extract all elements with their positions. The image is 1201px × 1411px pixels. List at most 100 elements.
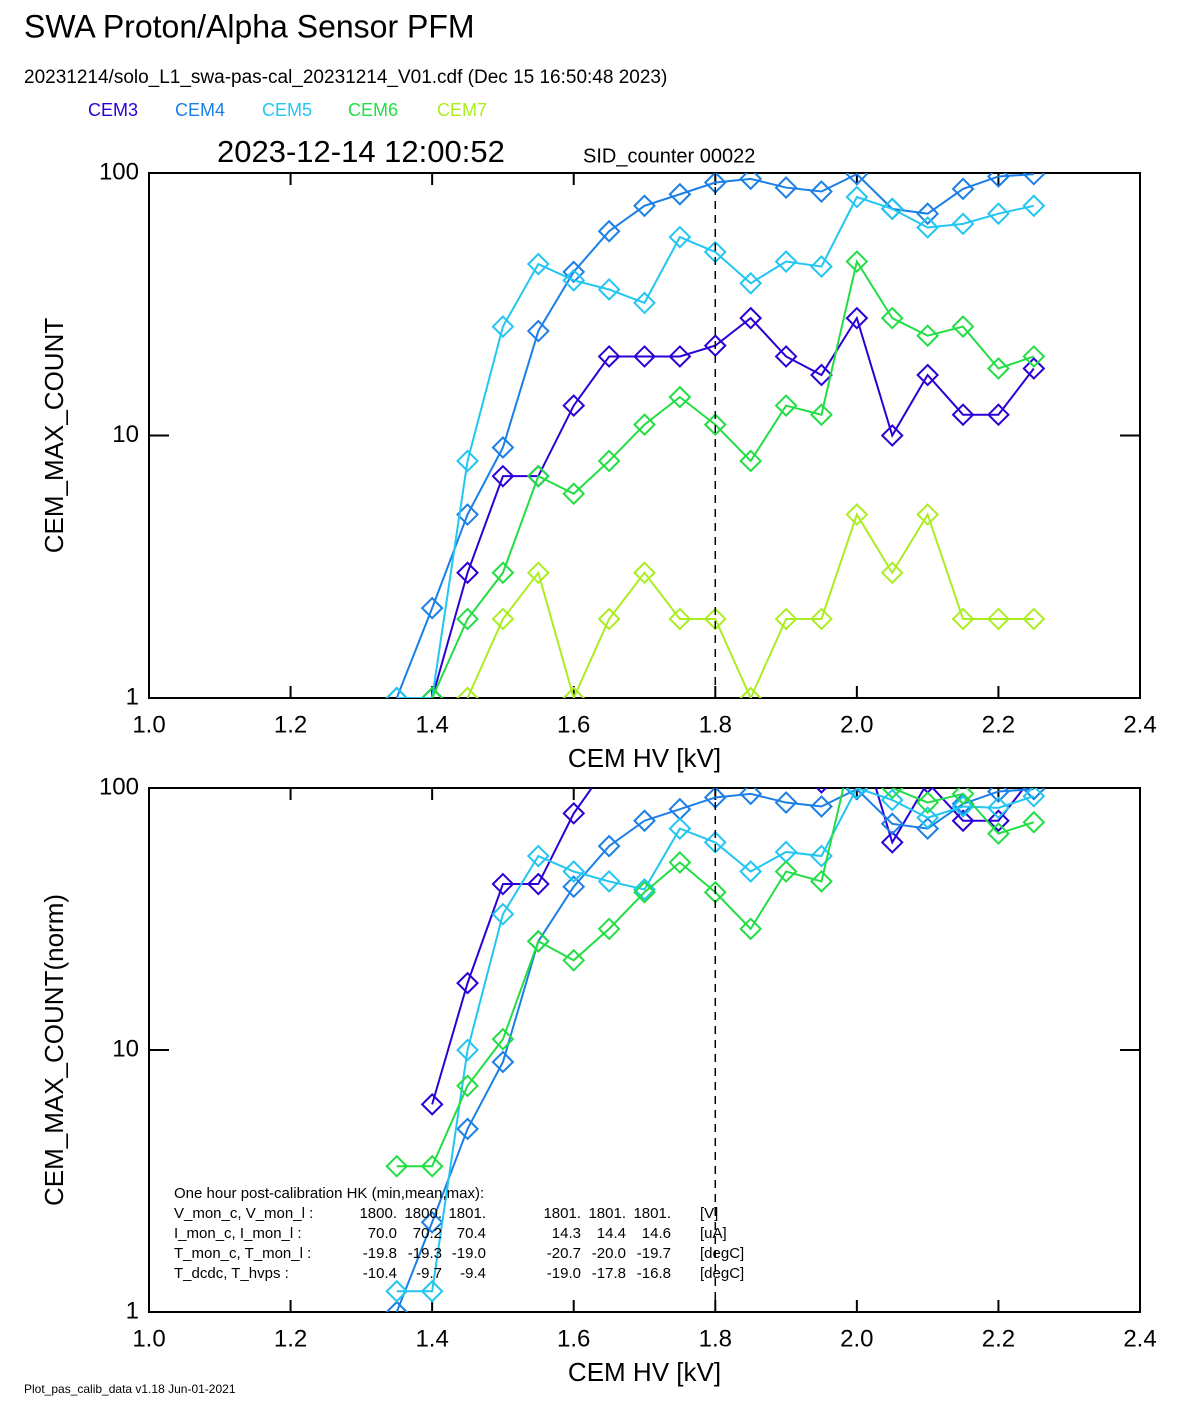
marker [562, 268, 586, 292]
marker [420, 1210, 444, 1234]
marker [951, 212, 975, 236]
series-line [466, 512, 1034, 698]
x-tick-label: 2.2 [982, 1325, 1015, 1352]
marker [774, 791, 798, 814]
legend-entry: CEM4 [175, 100, 225, 120]
counter-label: SID_counter 00022 [583, 145, 755, 167]
marker [810, 363, 833, 387]
y-tick-label: 10 [112, 1035, 139, 1062]
annotation-cell: T_dcdc, T_hvps : [174, 1265, 289, 1282]
marker [668, 345, 692, 368]
marker [491, 436, 515, 459]
marker [987, 788, 1010, 803]
marker [668, 817, 692, 840]
annotation-cell: [degC] [700, 1265, 744, 1282]
x-tick-label: 2.0 [840, 1325, 873, 1352]
marker [987, 357, 1010, 380]
annotation-cell: 14.4 [597, 1225, 626, 1242]
marker [633, 561, 656, 585]
series-line [396, 195, 1035, 698]
marker [491, 872, 515, 896]
marker [916, 324, 940, 348]
x-tick-label: 1.2 [274, 1325, 307, 1352]
x-axis-label: CEM HV [kV] [568, 1357, 721, 1387]
marker [420, 1092, 444, 1116]
marker [526, 464, 550, 488]
marker [1022, 607, 1046, 631]
marker [774, 860, 798, 883]
marker [668, 385, 692, 409]
annotation-cell: 1800. [359, 1205, 397, 1222]
annotation-heading: One hour post-calibration HK (min,mean,m… [174, 1185, 484, 1202]
marker [703, 413, 727, 437]
marker [562, 801, 586, 825]
marker [951, 809, 975, 833]
marker [420, 1279, 444, 1303]
marker [774, 250, 798, 273]
marker [880, 788, 904, 812]
marker [562, 875, 586, 899]
annotation-cell: -19.7 [637, 1245, 671, 1262]
marker [597, 219, 621, 243]
x-tick-label: 2.4 [1123, 1325, 1156, 1352]
marker [491, 1027, 515, 1051]
x-tick-label: 2.4 [1123, 711, 1156, 738]
marker [420, 686, 444, 698]
marker [739, 173, 763, 191]
x-tick-label: 1.4 [415, 711, 448, 738]
marker [385, 1300, 409, 1312]
marker [810, 180, 833, 203]
footer: Plot_pas_calib_data v1.18 Jun-01-2021 [24, 1382, 236, 1396]
marker [774, 607, 798, 631]
marker [633, 345, 656, 368]
marker [597, 345, 621, 368]
marker [597, 607, 621, 631]
marker [668, 850, 692, 874]
marker [739, 686, 763, 698]
annotation-cell: T_mon_c, T_mon_l : [174, 1245, 311, 1262]
marker [987, 796, 1010, 820]
marker [1022, 357, 1046, 380]
marker [597, 834, 621, 858]
legend-entry: CEM3 [88, 100, 138, 120]
legend-entry: CEM7 [437, 100, 487, 120]
marker [456, 971, 479, 995]
annotation-cell: 1801. [448, 1205, 486, 1222]
marker [456, 1117, 479, 1141]
marker [951, 795, 975, 818]
marker [810, 255, 833, 279]
marker [562, 482, 586, 506]
marker [526, 561, 550, 585]
marker [491, 1050, 515, 1074]
chart-title: SWA Proton/Alpha Sensor PFM [24, 8, 475, 44]
marker [916, 817, 940, 840]
annotation-cell: -19.8 [363, 1245, 397, 1262]
marker [456, 607, 479, 631]
marker [987, 173, 1010, 188]
marker [987, 607, 1010, 631]
plot-area [385, 173, 1046, 698]
marker [1022, 788, 1046, 808]
marker [880, 788, 904, 800]
legend-entry: CEM5 [262, 100, 312, 120]
marker [739, 860, 763, 883]
marker [916, 216, 940, 239]
y-tick-label: 10 [112, 421, 139, 448]
marker [385, 686, 409, 698]
marker [845, 173, 869, 186]
marker [739, 271, 763, 295]
marker [491, 607, 515, 631]
marker [987, 403, 1010, 427]
marker [810, 607, 833, 631]
marker [880, 424, 904, 447]
x-tick-label: 1.0 [132, 1325, 165, 1352]
marker [951, 788, 975, 806]
annotation-cell: 1801. [543, 1205, 581, 1222]
marker [526, 319, 550, 343]
x-tick-label: 1.2 [274, 711, 307, 738]
marker [951, 315, 975, 338]
y-tick-label: 1 [126, 1297, 139, 1324]
marker [491, 561, 515, 585]
x-tick-label: 1.8 [699, 711, 732, 738]
